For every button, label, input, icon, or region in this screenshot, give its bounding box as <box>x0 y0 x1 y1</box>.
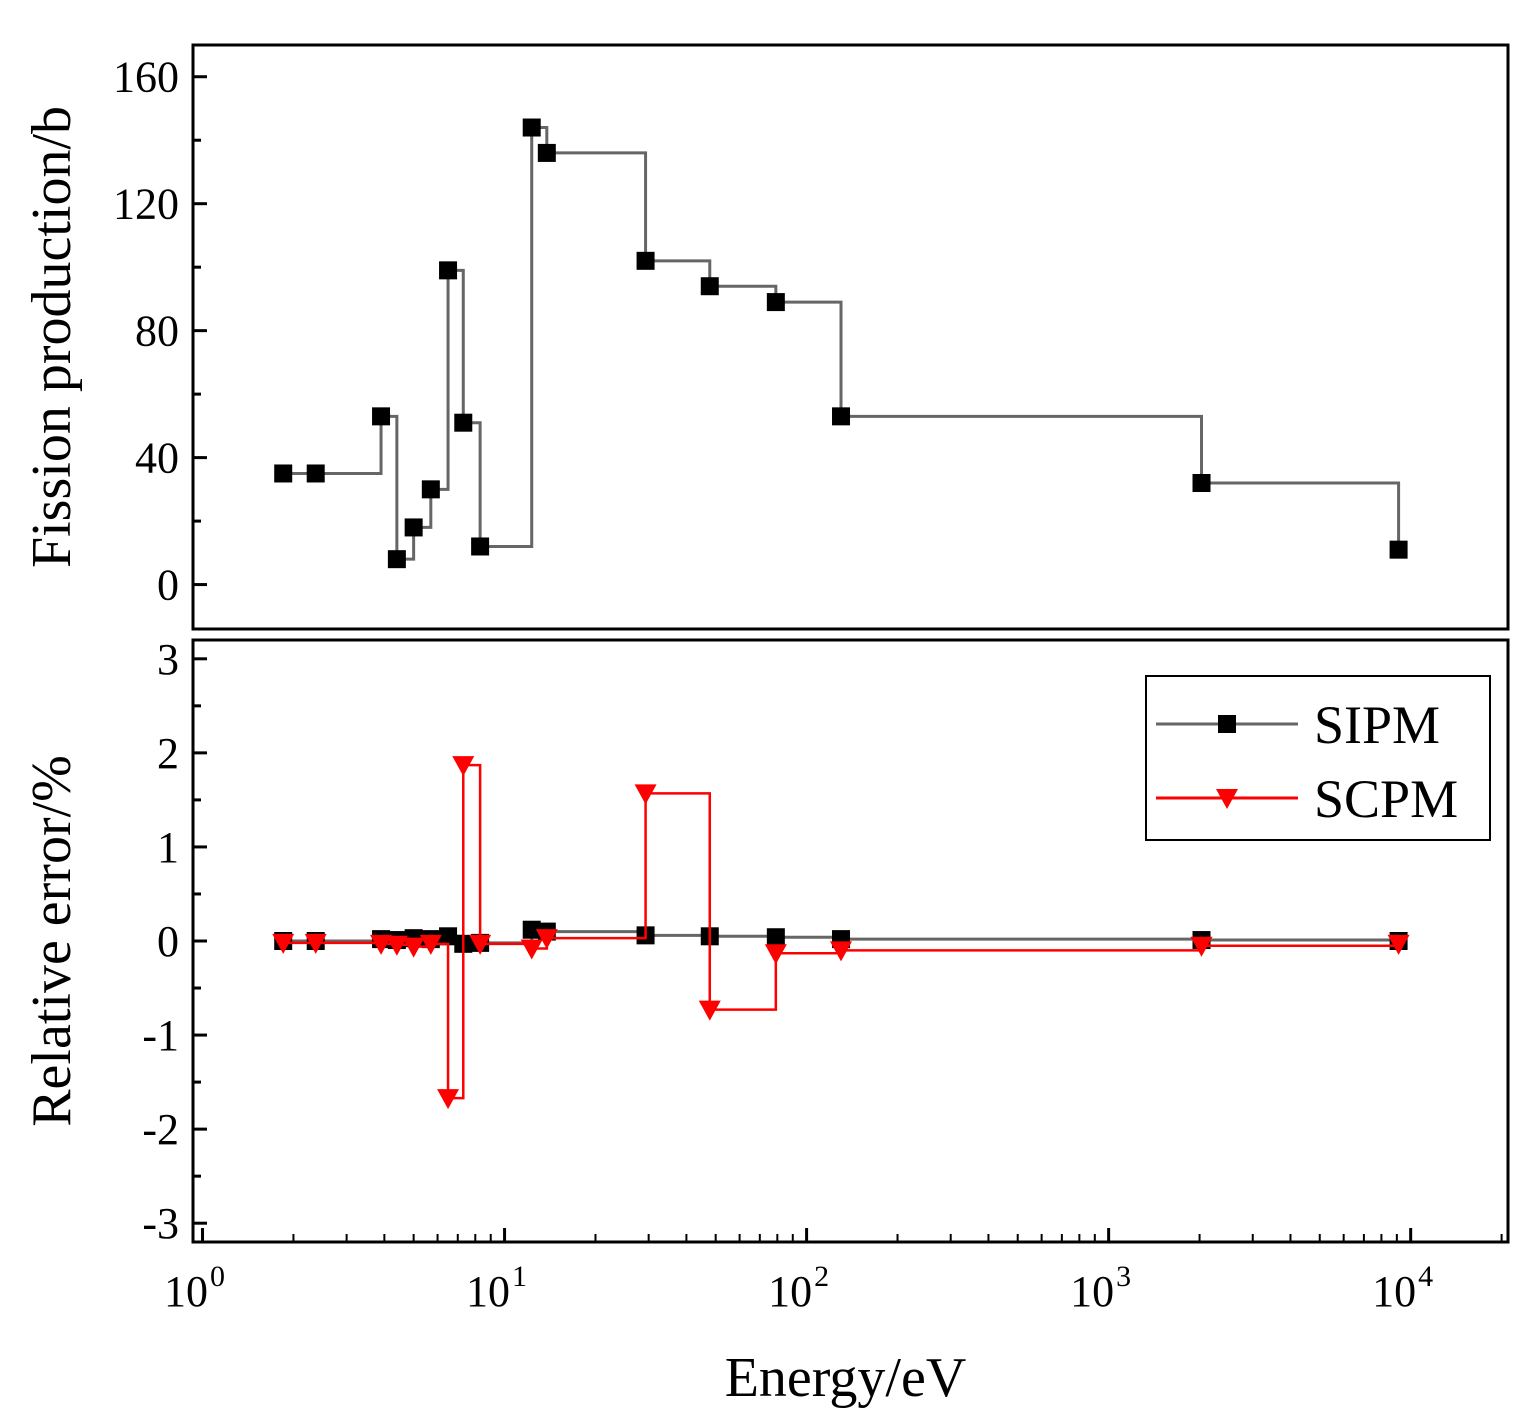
scpm-series-point <box>830 941 853 962</box>
fission-production-series <box>274 118 1408 569</box>
top-y-tick-label: 0 <box>157 561 179 610</box>
fission-production-series-point <box>1192 474 1211 492</box>
bottom-panel: -3 -2 -1 0 1 2 3 100 101 102 103 104 Relative erro… <box>21 635 1510 1409</box>
fission-production-series-point <box>421 480 440 499</box>
fission-production-series-point <box>404 518 423 537</box>
scpm-series-point <box>419 934 442 955</box>
scpm-series <box>272 756 1410 1110</box>
scpm-series-point <box>535 929 558 950</box>
bottom-y-tick-label: 1 <box>157 823 179 872</box>
fission-production-series-point <box>700 277 719 296</box>
bottom-y-tick-label: 3 <box>157 635 179 684</box>
top-y-axis-title: Fission production/b <box>21 106 83 568</box>
legend-scpm-label: SCPM <box>1314 769 1458 829</box>
fission-production-series-point <box>832 407 851 426</box>
scpm-series-point <box>520 939 543 960</box>
fission-production-series-point <box>522 118 541 137</box>
scpm-series-point <box>634 784 657 805</box>
x-tick-label: 104 <box>1372 1260 1433 1316</box>
legend-sipm-marker <box>1218 715 1236 733</box>
legend: SIPM SCPM <box>1145 675 1491 841</box>
bottom-y-ticks: -3 -2 -1 0 1 2 3 <box>142 635 207 1248</box>
bottom-y-axis-title: Relative error/% <box>21 755 83 1127</box>
fission-production-series-point <box>471 537 490 556</box>
scpm-series-point <box>370 934 393 955</box>
x-tick-label: 100 <box>164 1260 225 1316</box>
sipm-series-point <box>522 920 541 939</box>
fission-production-series-point <box>537 143 556 162</box>
top-panel: 0 40 80 120 160 Fission production/b <box>21 43 1510 631</box>
x-tick-label: 103 <box>1070 1260 1131 1316</box>
fission-production-series-point <box>454 413 473 432</box>
top-series-layer <box>274 118 1408 569</box>
scpm-series-point <box>385 935 408 956</box>
x-axis-title: Energy/eV <box>725 1347 967 1409</box>
sipm-series-point <box>766 928 785 947</box>
scpm-series-point <box>698 1000 721 1021</box>
x-tick-label: 101 <box>466 1260 527 1316</box>
fission-production-series-point <box>274 464 293 483</box>
bottom-series-layer <box>272 756 1410 1110</box>
scpm-series-point <box>1387 934 1410 955</box>
bottom-y-tick-label: 0 <box>157 917 179 966</box>
scpm-series-point <box>272 933 295 954</box>
legend-scpm-marker <box>1216 789 1238 809</box>
top-y-tick-label: 160 <box>113 53 179 102</box>
bottom-y-tick-label: 2 <box>157 729 179 778</box>
scpm-series-point <box>304 933 327 954</box>
bottom-y-tick-label: -1 <box>142 1011 179 1060</box>
fission-production-series-point <box>372 407 391 426</box>
legend-items: SIPM SCPM <box>1156 695 1458 829</box>
legend-sipm-label: SIPM <box>1314 695 1440 755</box>
fission-production-series-point <box>636 251 655 270</box>
bottom-y-tick-label: -3 <box>142 1199 179 1248</box>
scpm-series-point <box>437 1089 460 1110</box>
scpm-series-point <box>452 756 475 777</box>
top-y-ticks: 0 40 80 120 160 <box>113 53 207 610</box>
scpm-series-point <box>1190 936 1213 957</box>
scpm-series-point <box>469 934 492 955</box>
fission-production-series-point <box>306 464 325 483</box>
bottom-y-tick-label: -2 <box>142 1105 179 1154</box>
fission-production-series-point <box>1389 540 1408 559</box>
top-y-tick-label: 120 <box>113 180 179 229</box>
legend-box <box>1145 675 1491 841</box>
fission-production-series-point <box>766 293 785 312</box>
scpm-series-point <box>764 944 787 965</box>
top-y-tick-label: 80 <box>135 307 179 356</box>
fission-production-series-point <box>439 261 458 280</box>
x-tick-label: 102 <box>768 1260 829 1316</box>
top-plot-frame <box>191 43 1510 631</box>
scpm-series-point <box>402 937 425 958</box>
sipm-series-point <box>439 927 458 946</box>
fission-production-series-line <box>283 126 1401 561</box>
top-y-tick-label: 40 <box>135 434 179 483</box>
fission-production-series-point <box>387 550 406 569</box>
